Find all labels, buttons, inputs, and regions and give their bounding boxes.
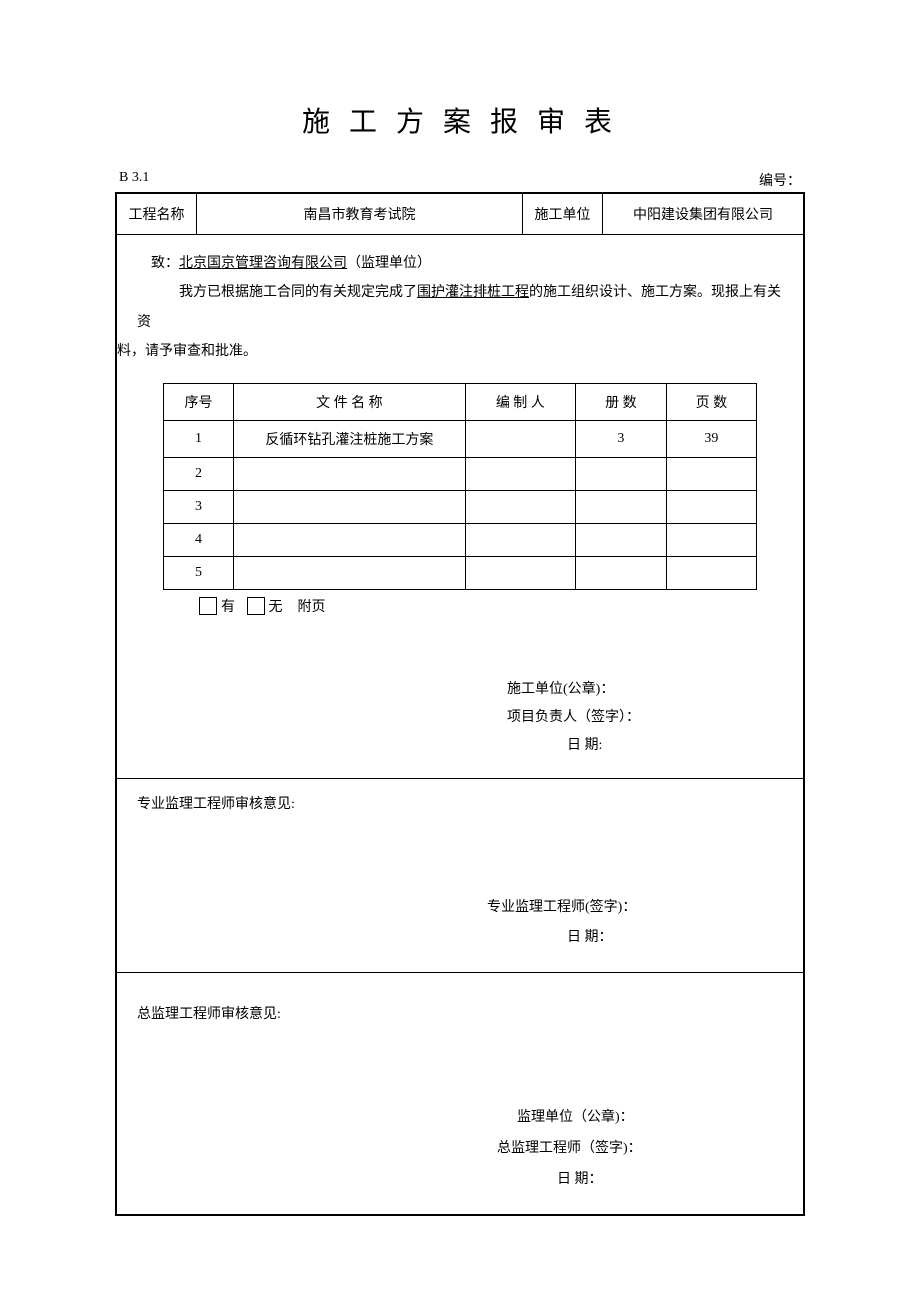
- cell-copies: 3: [576, 420, 667, 457]
- review2-section: 总监理工程师审核意见: 监理单位（公章)： 总监理工程师（签字)： 日 期：: [117, 973, 803, 1213]
- table-row: 4: [163, 523, 756, 556]
- project-name: 南昌市教育考试院: [197, 194, 523, 234]
- cell-fname: [234, 490, 465, 523]
- inner-table: 序号 文 件 名 称 编 制 人 册 数 页 数 1 反循环钻孔灌注桩施工方案 …: [163, 383, 757, 590]
- checkbox-none[interactable]: [247, 597, 265, 615]
- serial-label: 编号：: [759, 170, 801, 190]
- th-pages: 页 数: [666, 383, 757, 420]
- cell-copies: [576, 556, 667, 589]
- cell-seq: 1: [163, 420, 233, 457]
- review1-date: 日 期：: [137, 923, 783, 954]
- outer-table: 工程名称 南昌市教育考试院 施工单位 中阳建设集团有限公司 致：北京国京管理咨询…: [115, 192, 805, 1216]
- page-title: 施 工 方 案 报 审 表: [115, 100, 805, 140]
- chk-has-label: 有: [221, 596, 235, 616]
- cell-author: [465, 523, 576, 556]
- cell-seq: 2: [163, 457, 233, 490]
- cell-seq: 4: [163, 523, 233, 556]
- cell-fname: 反循环钻孔灌注桩施工方案: [234, 420, 465, 457]
- cell-copies: [576, 490, 667, 523]
- cell-author: [465, 556, 576, 589]
- sig-date: 日 期:: [137, 732, 783, 760]
- chk-appendix-label: 附页: [298, 596, 326, 616]
- unit-label: 施工单位: [523, 194, 603, 234]
- sig-unit: 施工单位(公章)：: [137, 676, 783, 704]
- th-author: 编 制 人: [465, 383, 576, 420]
- cell-fname: [234, 457, 465, 490]
- cell-pages: [666, 556, 757, 589]
- cell-seq: 5: [163, 556, 233, 589]
- body-a: 我方已根据施工合同的有关规定完成了: [179, 285, 417, 300]
- cell-author: [465, 457, 576, 490]
- th-copies: 册 数: [576, 383, 667, 420]
- info-row: 工程名称 南昌市教育考试院 施工单位 中阳建设集团有限公司: [117, 194, 803, 235]
- th-seq: 序号: [163, 383, 233, 420]
- cell-pages: 39: [666, 420, 757, 457]
- review2-title: 总监理工程师审核意见:: [137, 1003, 783, 1023]
- review2-unit: 监理单位（公章)：: [137, 1103, 783, 1134]
- header-row: B 3.1 编号：: [115, 170, 805, 190]
- unit-name: 中阳建设集团有限公司: [603, 194, 803, 234]
- sig-block-1: 施工单位(公章)： 项目负责人（签字）： 日 期:: [137, 676, 783, 760]
- body-u: 围护灌注排桩工程: [417, 285, 529, 300]
- sig-leader: 项目负责人（签字）：: [137, 704, 783, 732]
- form-code: B 3.1: [119, 170, 149, 190]
- cell-fname: [234, 523, 465, 556]
- to-prefix: 致：: [151, 256, 179, 271]
- project-label: 工程名称: [117, 194, 197, 234]
- table-row: 1 反循环钻孔灌注桩施工方案 3 39: [163, 420, 756, 457]
- cell-pages: [666, 457, 757, 490]
- cell-fname: [234, 556, 465, 589]
- cell-copies: [576, 523, 667, 556]
- table-header-row: 序号 文 件 名 称 编 制 人 册 数 页 数: [163, 383, 756, 420]
- cell-author: [465, 420, 576, 457]
- table-row: 2: [163, 457, 756, 490]
- cell-seq: 3: [163, 490, 233, 523]
- cell-copies: [576, 457, 667, 490]
- table-row: 3: [163, 490, 756, 523]
- review2-sig: 总监理工程师（签字)：: [137, 1134, 783, 1165]
- table-row: 5: [163, 556, 756, 589]
- checkbox-row: 有 无 附页: [199, 596, 783, 616]
- review2-date: 日 期：: [137, 1165, 783, 1196]
- to-company: 北京国京管理咨询有限公司: [179, 256, 347, 271]
- intro-section: 致：北京国京管理咨询有限公司（监理单位） 我方已根据施工合同的有关规定完成了围护…: [117, 235, 803, 779]
- cell-author: [465, 490, 576, 523]
- to-suffix: （监理单位）: [347, 256, 431, 271]
- checkbox-has[interactable]: [199, 597, 217, 615]
- cell-pages: [666, 490, 757, 523]
- review1-sig: 专业监理工程师(签字)：: [137, 893, 783, 924]
- review1-section: 专业监理工程师审核意见: 专业监理工程师(签字)： 日 期：: [117, 779, 803, 974]
- cell-pages: [666, 523, 757, 556]
- th-fname: 文 件 名 称: [234, 383, 465, 420]
- chk-none-label: 无: [269, 596, 283, 616]
- body-c: 料，请予审查和批准。: [117, 344, 257, 359]
- review1-title: 专业监理工程师审核意见:: [137, 793, 783, 813]
